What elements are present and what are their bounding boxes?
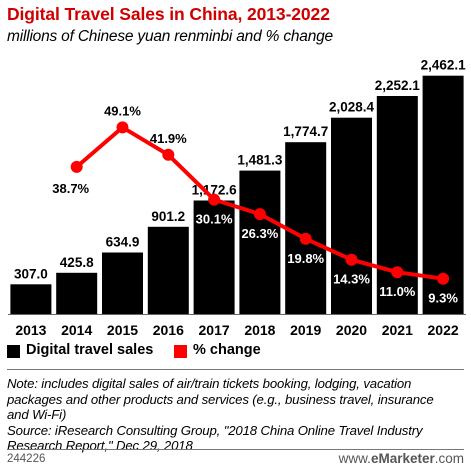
bar (10, 284, 52, 314)
legend-label-change: % change (193, 342, 261, 358)
bar-value-label: 634.9 (106, 235, 140, 250)
pct-change-point (208, 193, 221, 206)
note-line: and Wi-Fi) (7, 407, 67, 423)
x-tick-label: 2018 (244, 322, 275, 338)
bar-value-label: 2,252.1 (375, 78, 421, 93)
pct-change-point (437, 272, 450, 285)
bar-value-label: 425.8 (60, 255, 94, 270)
bar (331, 117, 372, 314)
bar (239, 170, 281, 314)
pct-change-point (253, 208, 266, 221)
pct-change-label: 49.1% (104, 103, 141, 118)
pct-change-point (391, 266, 404, 279)
chart-subtitle: millions of Chinese yuan renminbi and % … (7, 28, 333, 45)
bar (193, 200, 235, 314)
x-tick-label: 2021 (382, 322, 413, 338)
pct-change-label: 30.1% (196, 212, 233, 227)
chart-note: Note: includes digital sales of air/trai… (7, 376, 467, 454)
pct-change-label: 9.3% (428, 291, 458, 306)
legend-label-sales: Digital travel sales (26, 342, 154, 358)
pct-change-point (162, 148, 175, 161)
x-tick-label: 2015 (107, 322, 138, 338)
bar (56, 272, 98, 314)
source-line: Source: iResearch Consulting Group, "201… (7, 422, 423, 438)
bar-value-label: 1,774.7 (283, 124, 328, 139)
x-tick-label: 2019 (290, 322, 321, 338)
chart-title: Digital Travel Sales in China, 2013-2022 (7, 4, 330, 24)
pct-change-point (116, 121, 129, 134)
pct-change-label: 11.0% (379, 284, 416, 299)
x-tick-label: 2013 (15, 322, 46, 338)
pct-change-label: 26.3% (241, 226, 278, 241)
bar-value-label: 2,462.1 (421, 58, 467, 73)
note-line: Note: includes digital sales of air/trai… (7, 376, 412, 391)
pct-change-point (345, 253, 358, 266)
bar-value-label: 2,028.4 (329, 100, 375, 115)
x-tick-label: 2016 (153, 322, 184, 338)
bar (102, 252, 143, 314)
bar-value-label: 901.2 (151, 209, 185, 224)
pct-change-label: 41.9% (150, 131, 187, 146)
pct-change-label: 19.8% (287, 251, 324, 266)
site-prefix: www. (338, 451, 371, 466)
x-tick-label: 2022 (428, 322, 459, 338)
bar-value-label: 1,481.3 (237, 153, 283, 168)
emarketer-logo[interactable]: www.eMarketer.com (339, 451, 464, 466)
note-divider (7, 369, 464, 370)
bar-value-label: 307.0 (14, 266, 48, 281)
pct-change-label: 14.3% (333, 272, 370, 287)
chart-id: 244226 (7, 453, 46, 465)
x-tick-label: 2014 (61, 322, 92, 338)
bar (376, 96, 418, 314)
x-tick-label: 2017 (199, 322, 230, 338)
pct-change-label: 38.7% (52, 181, 89, 196)
site-suffix: .com (434, 451, 464, 466)
pct-change-point (70, 160, 83, 173)
note-line: packages and other products and services… (7, 391, 434, 407)
x-tick-label: 2020 (336, 322, 367, 338)
pct-change-point (299, 232, 312, 245)
combo-chart: 307.0425.8634.9901.21,172.61,481.31,774.… (8, 58, 467, 338)
bar (285, 142, 327, 314)
legend-swatch-sales (7, 345, 20, 358)
footer-divider (7, 449, 464, 450)
legend-swatch-change (174, 345, 187, 358)
site-brand: eMarketer (370, 451, 435, 466)
bar (147, 226, 189, 314)
